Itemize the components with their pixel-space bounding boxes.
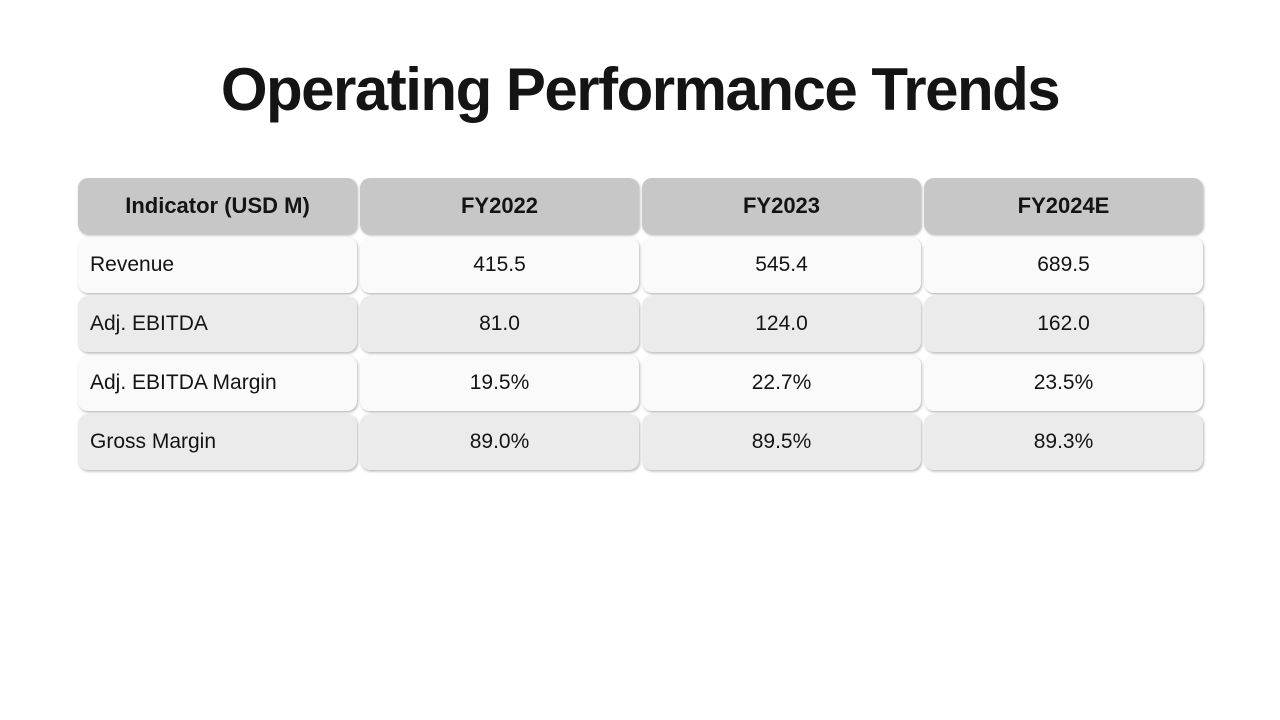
cell-adj-ebitda-margin-fy2023: 22.7% xyxy=(642,355,921,411)
performance-table: Indicator (USD M) FY2022 FY2023 FY2024E … xyxy=(78,178,1203,470)
row-label-adj-ebitda: Adj. EBITDA xyxy=(78,296,357,352)
cell-revenue-fy2022: 415.5 xyxy=(360,237,639,293)
cell-adj-ebitda-margin-fy2022: 19.5% xyxy=(360,355,639,411)
col-header-fy2022: FY2022 xyxy=(360,178,639,234)
row-label-gross-margin: Gross Margin xyxy=(78,414,357,470)
slide-title: Operating Performance Trends xyxy=(220,56,1061,123)
cell-revenue-fy2024e: 689.5 xyxy=(924,237,1203,293)
cell-revenue-fy2023: 545.4 xyxy=(642,237,921,293)
col-header-fy2023: FY2023 xyxy=(642,178,921,234)
row-label-adj-ebitda-margin: Adj. EBITDA Margin xyxy=(78,355,357,411)
cell-gross-margin-fy2022: 89.0% xyxy=(360,414,639,470)
col-header-indicator: Indicator (USD M) xyxy=(78,178,357,234)
col-header-fy2024e: FY2024E xyxy=(924,178,1203,234)
cell-gross-margin-fy2023: 89.5% xyxy=(642,414,921,470)
row-label-revenue: Revenue xyxy=(78,237,357,293)
cell-adj-ebitda-fy2023: 124.0 xyxy=(642,296,921,352)
cell-adj-ebitda-fy2022: 81.0 xyxy=(360,296,639,352)
cell-adj-ebitda-margin-fy2024e: 23.5% xyxy=(924,355,1203,411)
cell-gross-margin-fy2024e: 89.3% xyxy=(924,414,1203,470)
cell-adj-ebitda-fy2024e: 162.0 xyxy=(924,296,1203,352)
